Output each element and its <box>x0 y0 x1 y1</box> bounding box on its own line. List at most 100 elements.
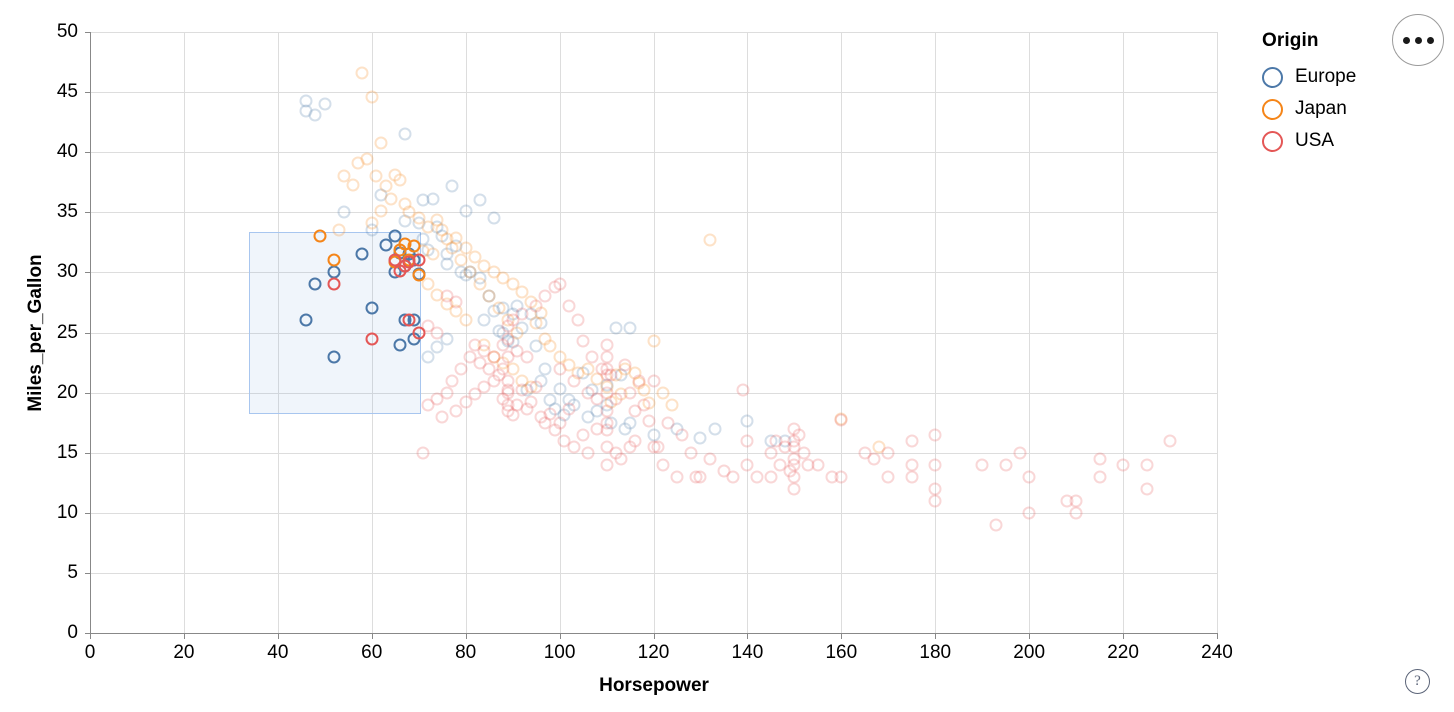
scatter-point[interactable] <box>365 216 379 230</box>
scatter-point[interactable] <box>553 362 567 376</box>
scatter-point[interactable] <box>463 350 477 364</box>
scatter-point[interactable] <box>515 285 529 299</box>
scatter-point[interactable] <box>783 464 797 478</box>
scatter-point[interactable] <box>412 268 426 282</box>
scatter-point[interactable] <box>581 446 595 460</box>
scatter-point[interactable] <box>693 470 707 484</box>
scatter-point[interactable] <box>430 326 444 339</box>
scatter-point[interactable] <box>675 428 689 442</box>
scatter-point[interactable] <box>445 241 459 255</box>
scatter-point[interactable] <box>600 386 614 400</box>
scatter-point[interactable] <box>647 374 660 388</box>
scatter-point[interactable] <box>609 392 623 406</box>
scatter-point[interactable] <box>473 277 487 291</box>
scatter-point[interactable] <box>1116 458 1130 472</box>
scatter-point[interactable] <box>905 434 919 448</box>
scatter-point[interactable] <box>881 446 895 460</box>
scatter-point[interactable] <box>693 431 707 445</box>
scatter-point[interactable] <box>989 518 1003 532</box>
scatter-point[interactable] <box>740 434 754 448</box>
scatter-point[interactable] <box>449 404 463 418</box>
scatter-point[interactable] <box>585 350 599 364</box>
scatter-point[interactable] <box>769 434 783 448</box>
scatter-point[interactable] <box>867 452 881 466</box>
scatter-point[interactable] <box>740 414 754 428</box>
scatter-point[interactable] <box>308 108 322 122</box>
scatter-point[interactable] <box>1163 434 1177 448</box>
scatter-point[interactable] <box>393 338 407 352</box>
scatter-point[interactable] <box>529 380 543 394</box>
scatter-point[interactable] <box>454 362 468 376</box>
legend-item-europe[interactable]: Europe <box>1262 61 1432 93</box>
scatter-point[interactable] <box>369 169 383 183</box>
scatter-point[interactable] <box>600 416 614 430</box>
scatter-point[interactable] <box>834 413 848 427</box>
scatter-point[interactable] <box>416 446 430 460</box>
scatter-point[interactable] <box>881 470 895 484</box>
scatter-point[interactable] <box>337 169 351 183</box>
scatter-point[interactable] <box>379 179 393 193</box>
scatter-point[interactable] <box>623 386 637 400</box>
scatter-point[interactable] <box>501 332 515 345</box>
scatter-point[interactable] <box>327 277 341 291</box>
scatter-point[interactable] <box>374 136 388 150</box>
scatter-point[interactable] <box>567 440 581 454</box>
scatter-point[interactable] <box>590 392 604 406</box>
scatter-point[interactable] <box>445 374 459 388</box>
scatter-point[interactable] <box>454 253 468 267</box>
scatter-point[interactable] <box>501 374 515 388</box>
scatter-point[interactable] <box>365 90 379 104</box>
scatter-point[interactable] <box>656 458 670 472</box>
scatter-point[interactable] <box>553 416 567 430</box>
scatter-point[interactable] <box>459 395 473 409</box>
scatter-point[interactable] <box>365 332 379 345</box>
scatter-point[interactable] <box>459 241 473 255</box>
scatter-point[interactable] <box>600 362 614 376</box>
scatter-point[interactable] <box>421 277 435 291</box>
scatter-point[interactable] <box>1069 506 1083 520</box>
scatter-point[interactable] <box>538 362 552 376</box>
scatter-point[interactable] <box>600 404 614 418</box>
scatter-point[interactable] <box>792 428 806 442</box>
scatter-point[interactable] <box>346 178 360 192</box>
scatter-point[interactable] <box>632 374 646 388</box>
scatter-point[interactable] <box>614 452 628 466</box>
scatter-point[interactable] <box>524 395 538 409</box>
scatter-point[interactable] <box>834 470 848 484</box>
scatter-point[interactable] <box>1093 452 1107 466</box>
scatter-point[interactable] <box>487 350 501 364</box>
scatter-point[interactable] <box>1140 482 1154 496</box>
scatter-point[interactable] <box>421 220 435 234</box>
scatter-point[interactable] <box>477 380 491 394</box>
scatter-point[interactable] <box>670 470 684 484</box>
scatter-point[interactable] <box>543 407 557 421</box>
scatter-point[interactable] <box>398 127 412 141</box>
scatter-point[interactable] <box>562 299 576 313</box>
scatter-point[interactable] <box>430 340 444 354</box>
scatter-point[interactable] <box>600 338 614 352</box>
scatter-point[interactable] <box>355 66 369 80</box>
scatter-point[interactable] <box>332 223 346 237</box>
scatter-point[interactable] <box>703 452 717 466</box>
scatter-point[interactable] <box>538 289 552 303</box>
scatter-point[interactable] <box>576 334 590 348</box>
scatter-point[interactable] <box>459 313 473 327</box>
scatter-point[interactable] <box>384 192 398 206</box>
scatter-point[interactable] <box>553 277 567 291</box>
help-icon[interactable]: ? <box>1405 669 1430 694</box>
scatter-point[interactable] <box>623 321 637 335</box>
scatter-point[interactable] <box>440 332 454 345</box>
scatter-point[interactable] <box>426 247 440 261</box>
scatter-point[interactable] <box>905 470 919 484</box>
scatter-point[interactable] <box>463 265 477 279</box>
scatter-point[interactable] <box>440 257 454 271</box>
scatter-point[interactable] <box>1022 506 1036 520</box>
scatter-point[interactable] <box>482 362 496 376</box>
scatter-point[interactable] <box>393 173 407 187</box>
scatter-point[interactable] <box>750 470 764 484</box>
scatter-point[interactable] <box>351 156 365 170</box>
scatter-point[interactable] <box>299 313 313 327</box>
scatter-point[interactable] <box>412 253 426 267</box>
scatter-point[interactable] <box>708 422 722 436</box>
scatter-point[interactable] <box>736 383 750 397</box>
